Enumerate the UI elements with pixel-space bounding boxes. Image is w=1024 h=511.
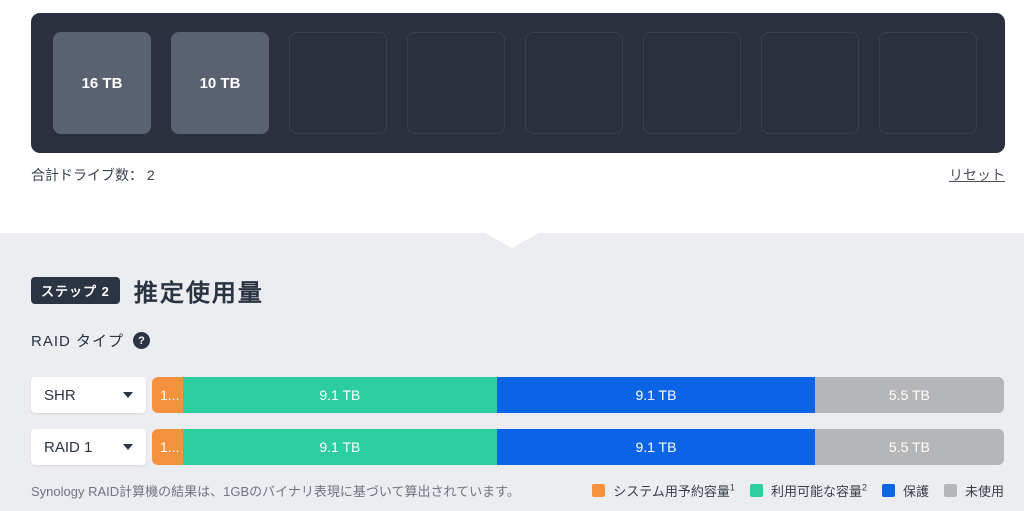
drive-tile-1[interactable]: 16 TB (53, 32, 151, 134)
drive-tile-2[interactable]: 10 TB (171, 32, 269, 134)
segment-unused: 5.5 TB (814, 377, 1004, 413)
segment-available: 9.1 TB (182, 377, 498, 413)
help-icon[interactable]: ? (133, 332, 151, 349)
usage-row-shr: SHR 1... 9.1 TB 9.1 TB 5.5 TB (31, 377, 1004, 413)
segment-reserved: 1... (152, 377, 183, 413)
legend-item-protection: 保護 (881, 481, 929, 500)
drive-slot-empty-6 (643, 32, 741, 134)
drive-summary-row: 合計ドライブ数： 2 リセット (31, 165, 1005, 185)
raid-type-select-shr[interactable]: SHR (31, 377, 146, 413)
raid-select-value: RAID 1 (44, 438, 93, 456)
legend-label: 保護 (902, 484, 929, 499)
legend-item-available: 利用可能な容量2 (749, 481, 867, 500)
drive-slot-empty-3 (289, 32, 387, 134)
available-swatch (749, 484, 763, 497)
page-title: 推定使用量 (133, 280, 264, 307)
reserved-swatch (592, 484, 606, 497)
drive-bay-panel: 16 TB 10 TB (31, 13, 1005, 153)
usage-bar-shr: 1... 9.1 TB 9.1 TB 5.5 TB (152, 377, 1004, 413)
legend: システム用予約容量1 利用可能な容量2 保護 未使用 (592, 481, 1004, 500)
protection-swatch (881, 484, 895, 497)
usage-row-raid1: RAID 1 1... 9.1 TB 9.1 TB 5.5 TB (31, 429, 1004, 465)
segment-protection: 9.1 TB (497, 429, 815, 465)
drive-slot-empty-5 (525, 32, 623, 134)
section-footer: Synology RAID計算機の結果は、1GBのバイナリ表現に基づいて算出され… (31, 481, 1004, 500)
segment-available: 9.1 TB (182, 429, 498, 465)
usage-bar-raid1: 1... 9.1 TB 9.1 TB 5.5 TB (152, 429, 1004, 465)
drive-slot-empty-8 (879, 32, 977, 134)
legend-label: 利用可能な容量2 (770, 482, 867, 499)
segment-protection: 9.1 TB (497, 377, 815, 413)
legend-label: システム用予約容量1 (613, 482, 735, 499)
step-header: ステップ 2 推定使用量 (31, 273, 1004, 308)
chevron-down-icon (123, 392, 133, 398)
section-notch (485, 233, 539, 248)
calculation-note: Synology RAID計算機の結果は、1GBのバイナリ表現に基づいて算出され… (31, 484, 520, 499)
segment-reserved: 1... (152, 429, 183, 465)
legend-item-reserved: システム用予約容量1 (592, 481, 735, 500)
step-badge: ステップ 2 (31, 277, 120, 304)
raid-type-label: RAID タイプ (31, 333, 125, 350)
estimated-usage-section: ステップ 2 推定使用量 RAID タイプ ? SHR 1... 9.1 TB … (0, 233, 1024, 511)
reset-link[interactable]: リセット (949, 167, 1005, 183)
raid-type-select-raid1[interactable]: RAID 1 (31, 429, 146, 465)
segment-unused: 5.5 TB (814, 429, 1004, 465)
raid-select-value: SHR (44, 386, 76, 404)
drive-slot-empty-4 (407, 32, 505, 134)
raid-type-row: RAID タイプ ? (31, 330, 1004, 351)
total-drives-label: 合計ドライブ数： 2 (31, 167, 155, 183)
drive-slot-empty-7 (761, 32, 859, 134)
legend-label: 未使用 (964, 484, 1004, 499)
legend-item-unused: 未使用 (943, 481, 1004, 500)
chevron-down-icon (123, 444, 133, 450)
unused-swatch (943, 484, 957, 497)
usage-rows: SHR 1... 9.1 TB 9.1 TB 5.5 TB RAID 1 1..… (31, 377, 1004, 465)
